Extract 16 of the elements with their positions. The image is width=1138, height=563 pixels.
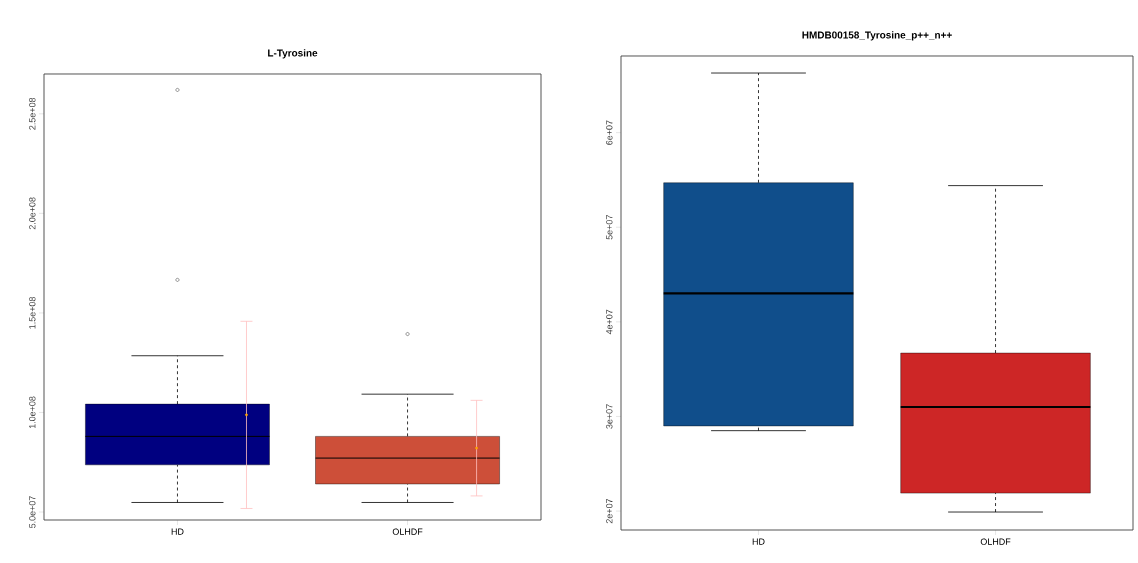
chart-title: HMDB00158_Tyrosine_p++_n++	[802, 31, 952, 41]
x-tick-label: OLHDF	[392, 528, 423, 535]
y-tick-label: 6e+07	[606, 120, 613, 145]
y-tick-label: 4e+07	[606, 309, 613, 335]
x-tick-label: HD	[171, 528, 184, 535]
y-tick-label: 5.0e+07	[29, 496, 36, 529]
y-tick-label: 2e+07	[606, 498, 613, 524]
y-tick-label: 5e+07	[606, 215, 613, 240]
y-tick-label: 1.0e+08	[29, 396, 36, 429]
y-tick-label: 1.5e+08	[29, 296, 36, 329]
x-tick-label: OLHDF	[980, 538, 1011, 545]
y-tick-label: 2.0e+08	[29, 197, 36, 230]
y-tick-label: 2.5e+08	[29, 97, 36, 130]
y-tick-label: 3e+07	[606, 404, 613, 429]
x-tick-label: HD	[752, 538, 765, 545]
chart-title: L-Tyrosine	[268, 49, 318, 59]
